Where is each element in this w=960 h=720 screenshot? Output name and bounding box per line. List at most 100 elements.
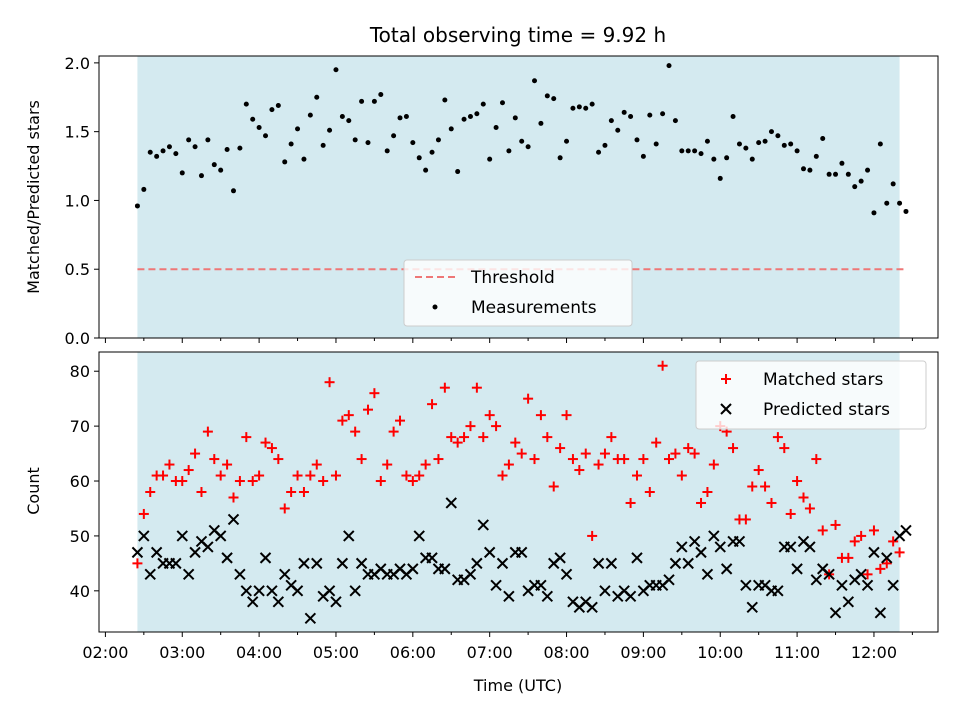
measurement-point (525, 144, 531, 150)
measurement-point (704, 138, 710, 144)
matched-star-point (574, 465, 585, 476)
measurement-point (435, 137, 441, 143)
measurement-point (679, 148, 685, 154)
measurement-point (288, 141, 294, 147)
predicted-star-point (471, 557, 483, 570)
measurement-point (839, 160, 845, 166)
predicted-star-point (708, 530, 720, 542)
predicted-star-point (144, 568, 156, 581)
matched-star-point (888, 536, 899, 547)
predicted-star-point (150, 546, 163, 559)
matched-star-point (433, 454, 444, 465)
matched-star-point (510, 437, 521, 448)
measurement-point (685, 148, 691, 154)
predicted-star-point (234, 568, 246, 581)
measurement-point (198, 173, 204, 179)
predicted-star-point (900, 524, 912, 537)
predicted-star-point (240, 585, 253, 597)
measurement-point (647, 112, 653, 118)
matched-star-point (318, 476, 329, 487)
matched-star-point (138, 508, 149, 519)
matched-star-point (619, 454, 630, 465)
measurement-point (724, 155, 730, 161)
matched-star-point (401, 470, 412, 481)
measurement-point (903, 208, 909, 214)
measurement-point (173, 151, 179, 157)
matched-star-point (452, 437, 463, 448)
predicted-star-point (202, 541, 214, 553)
measurement-point (487, 156, 493, 162)
predicted-star-point (855, 568, 867, 581)
y-tick-label: 1.5 (65, 123, 90, 142)
matched-star-point (196, 487, 207, 497)
predicted-star-point (439, 563, 451, 575)
matched-star-point (164, 459, 175, 470)
matched-star-point (894, 547, 905, 558)
matched-star-point (862, 569, 873, 580)
matched-star-point (644, 487, 655, 497)
predicted-star-point (279, 568, 291, 581)
matched-star-point (260, 437, 271, 448)
matched-star-point (798, 492, 809, 503)
measurement-point (263, 133, 269, 139)
measurement-point (211, 162, 217, 168)
bottom-legend: Matched stars Predicted stars (695, 360, 927, 430)
measurement-point (653, 141, 659, 147)
y-tick-label: 0.0 (65, 329, 90, 348)
predicted-legend-marker (720, 403, 732, 415)
matched-star-point (247, 476, 258, 487)
measurement-point (160, 148, 166, 154)
measurement-point (506, 148, 512, 154)
predicted-star-point (477, 519, 489, 531)
measurement-point (371, 98, 377, 104)
measurement-point (467, 114, 473, 120)
matched-star-point (266, 443, 277, 454)
measurement-point (596, 149, 602, 155)
measurement-point (551, 96, 557, 102)
measurement-point (295, 126, 301, 132)
predicted-star-point (298, 557, 310, 570)
bottom-panel: 40 50 60 70 80 02:00 03:00 04:00 05:00 06:00 07:0… (24, 351, 939, 695)
matched-star-point (567, 454, 578, 465)
measurement-point (314, 94, 320, 100)
predicted-star-point (496, 557, 509, 570)
matched-star-point (587, 530, 598, 541)
predicted-star-point (266, 585, 278, 597)
measurement-point (557, 155, 563, 161)
matched-star-point (599, 448, 610, 459)
measurement-point (807, 167, 813, 173)
predicted-star-point (714, 541, 726, 553)
matched-star-point (145, 487, 156, 497)
predicted-star-point (304, 612, 317, 624)
predicted-star-point (272, 596, 285, 608)
x-tick-label: 10:00 (697, 643, 743, 662)
predicted-star-point (343, 530, 355, 542)
measurement-point (730, 114, 736, 120)
matched-star-point (427, 399, 438, 410)
predicted-star-point (253, 585, 265, 597)
matched-star-point (286, 487, 297, 497)
matched-star-point (369, 388, 380, 399)
predicted-star-point (407, 563, 419, 575)
measurement-point (711, 156, 717, 162)
predicted-star-point (887, 579, 899, 592)
matched-star-point (273, 454, 284, 465)
predicted-star-point (554, 552, 566, 564)
measurement-point (576, 104, 582, 110)
measurement-point (378, 92, 384, 98)
predicted-star-point (624, 590, 637, 603)
matched-star-point (689, 448, 700, 459)
predicted-star-point (676, 541, 688, 553)
top-panel: 0.00.51.01.52.0 Matched/Predicted stars … (24, 54, 939, 348)
matched-star-point (542, 432, 553, 443)
matched-star-point (209, 454, 220, 465)
measurement-point (736, 141, 742, 147)
matched-star-point (516, 448, 527, 459)
predicted-star-point (515, 546, 528, 559)
predicted-star-point (426, 552, 438, 564)
measurements-legend-marker (432, 304, 438, 310)
predicted-star-point (560, 568, 573, 581)
predicted-star-point (829, 607, 842, 619)
matched-star-point (638, 454, 649, 465)
